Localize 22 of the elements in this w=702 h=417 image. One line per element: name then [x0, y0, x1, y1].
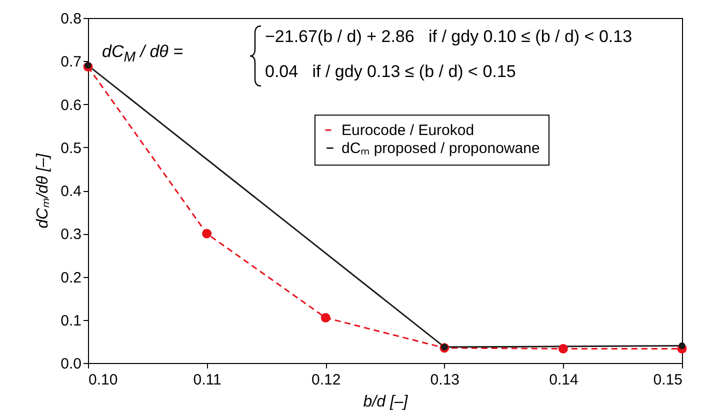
x-tick-label: 0.13	[430, 372, 460, 388]
legend-label: dCₘ proposed / proponowane	[341, 140, 540, 158]
annotation: dC$_{M}$ / dθ =	[102, 42, 184, 66]
x-tick-label: 0.12	[312, 372, 341, 388]
legend-label: Eurocode / Eurokod	[341, 122, 474, 140]
y-tick-label: 0.1	[60, 312, 82, 330]
x-axis-title: b/d [–]	[363, 394, 408, 410]
y-tick-label: 0.4	[60, 183, 82, 200]
x-tick-label: 0.11	[193, 372, 222, 388]
y-tick-label: 0.3	[60, 226, 82, 244]
y-tick-label: 0.7	[60, 54, 82, 71]
y-tick-label: 0.2	[60, 269, 82, 286]
y-axis-title: dCₘ/dθ [–]	[34, 153, 52, 228]
annotation: −21.67(b / d) + 2.86 if / gdy 0.10 ≤ (b / d) < 0.13	[265, 27, 632, 47]
annotation: 0.04 if / gdy 0.13 ≤ (b / d) < 0.15	[265, 62, 516, 82]
x-tick-label: 0.15	[653, 372, 682, 388]
y-tick-label: 0.8	[60, 10, 82, 28]
y-tick-label: 0.0	[60, 356, 82, 372]
y-tick-label: 0.5	[60, 140, 82, 157]
x-tick-label: 0.10	[88, 372, 118, 388]
y-tick-label: 0.6	[60, 96, 82, 114]
x-tick-label: 0.14	[549, 372, 578, 388]
